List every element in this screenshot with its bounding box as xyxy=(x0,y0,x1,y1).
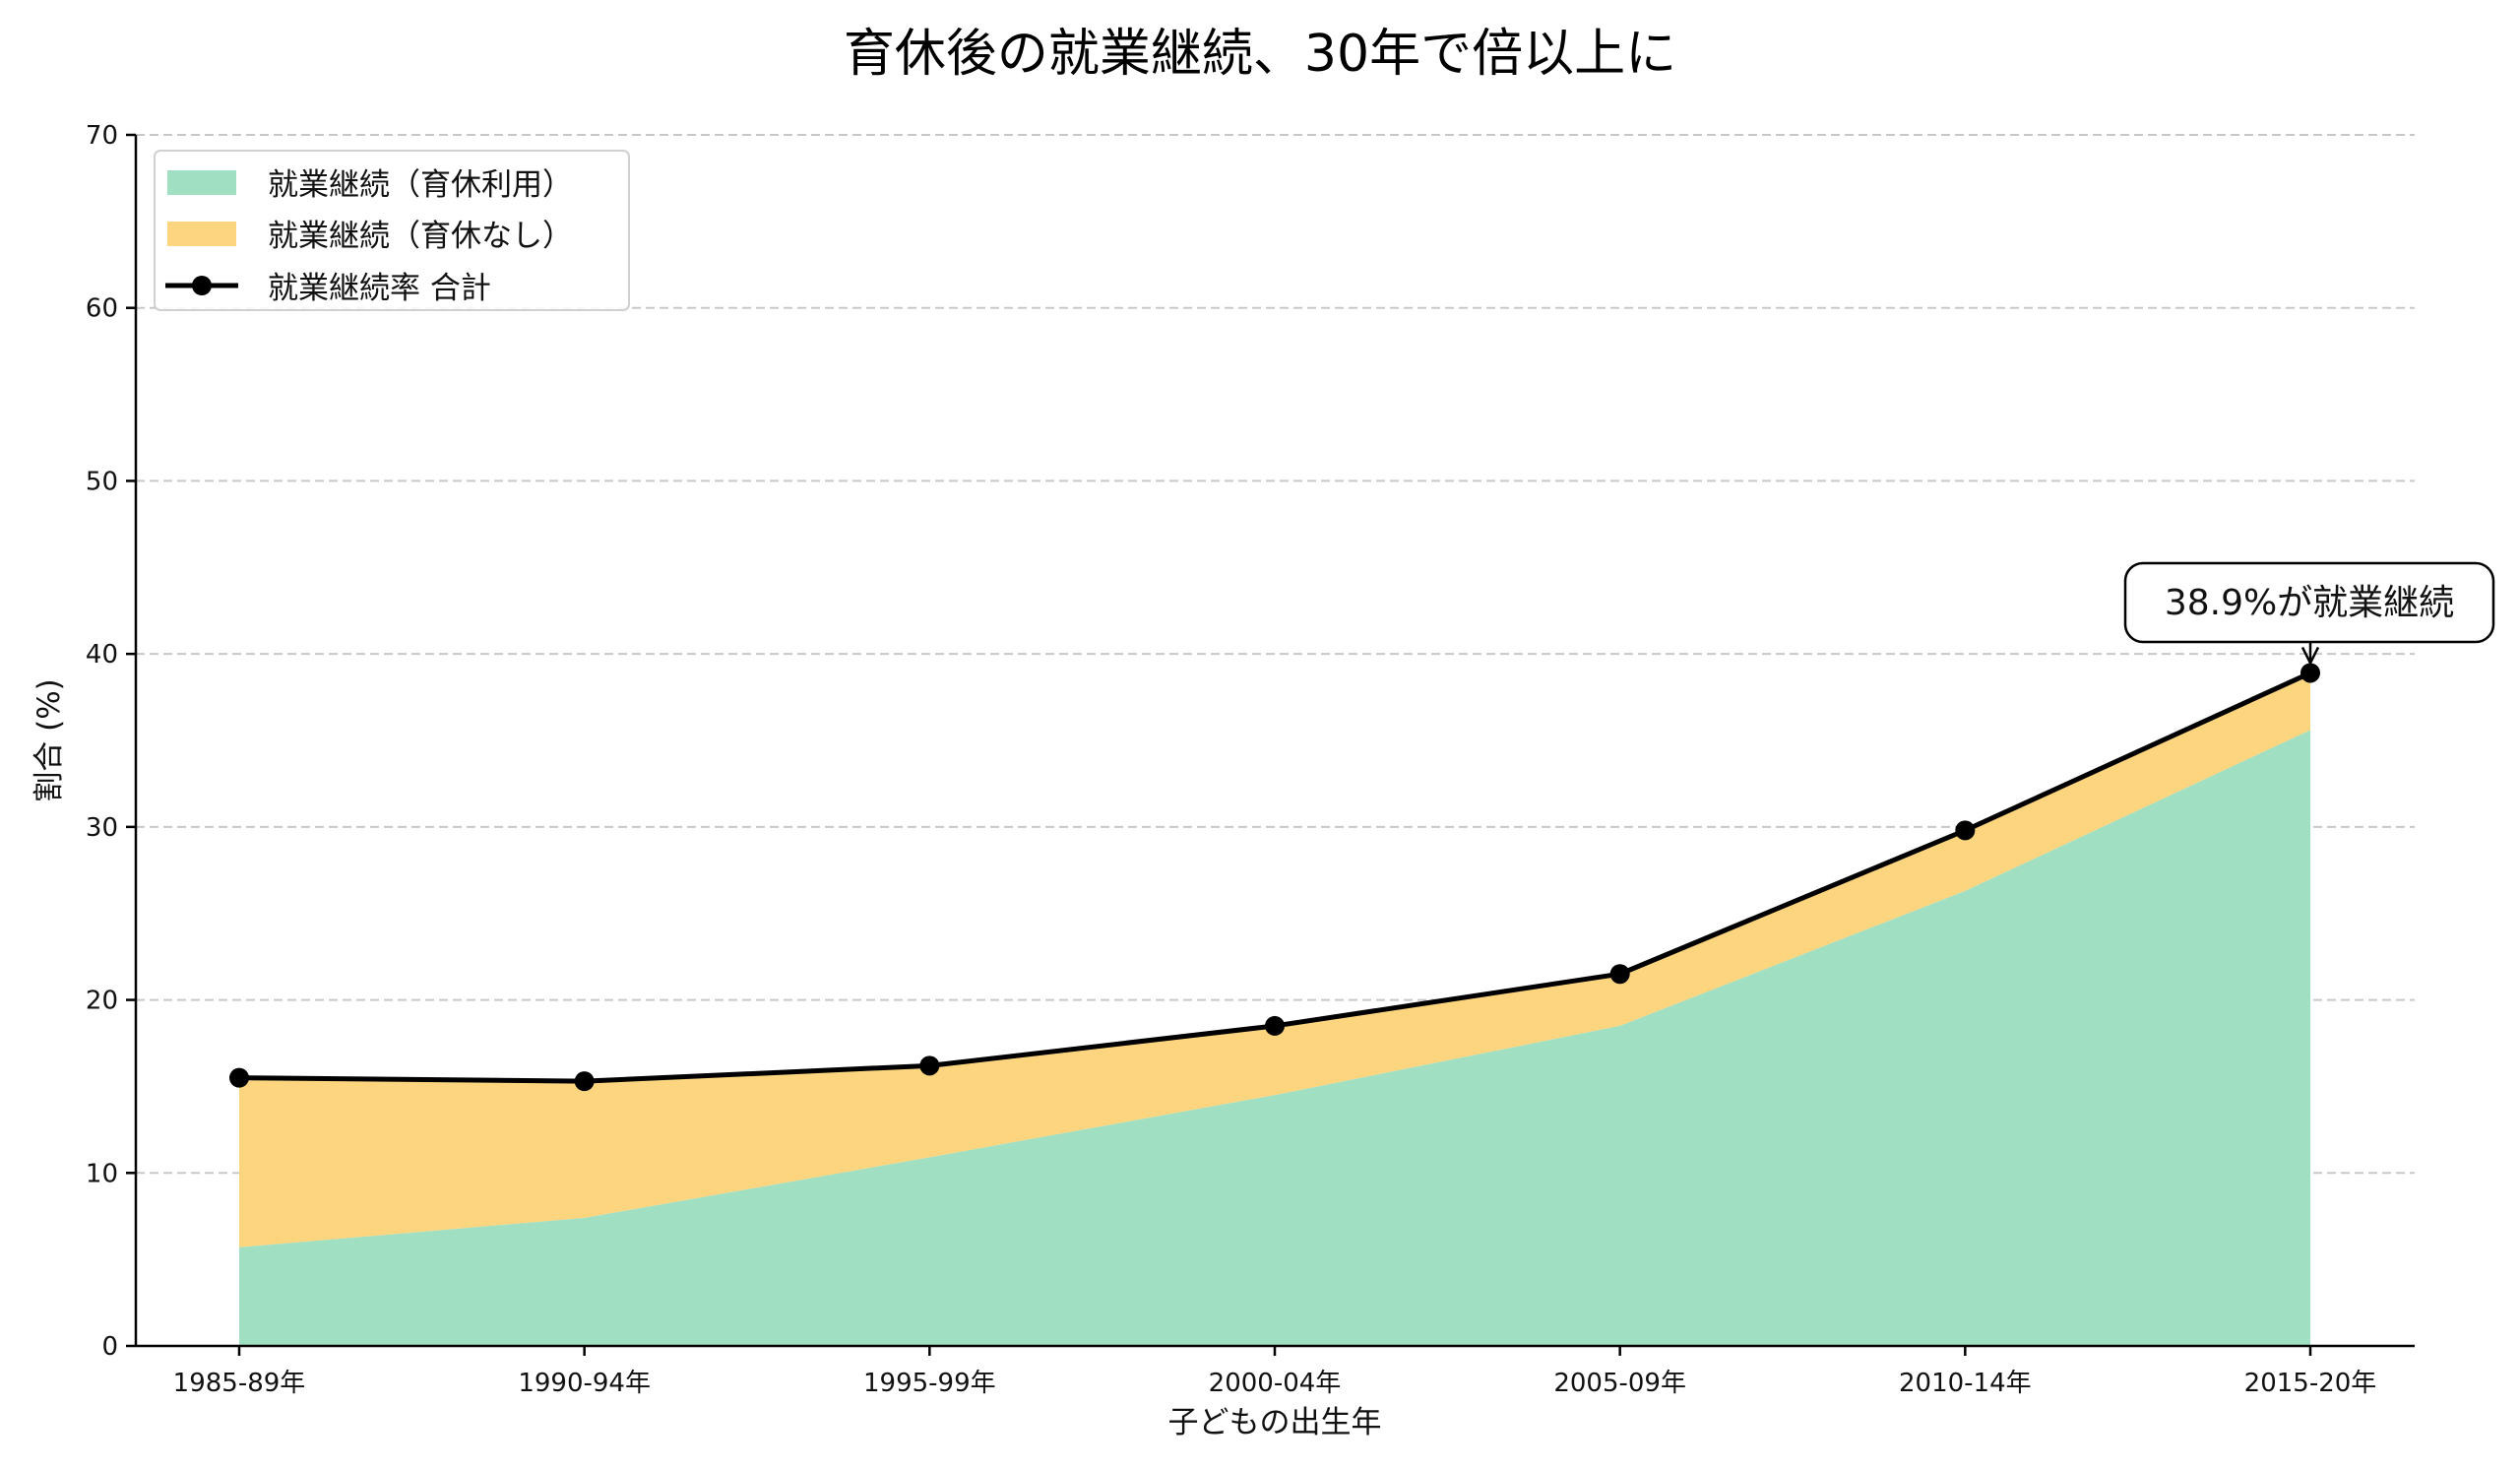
y-tick-label: 70 xyxy=(86,121,118,151)
x-tick-label: 1995-99年 xyxy=(863,1369,996,1398)
legend-swatch-with-leave xyxy=(167,170,236,195)
legend-label: 就業継続（育休なし） xyxy=(268,219,573,254)
area-with-leave xyxy=(239,730,2310,1346)
y-tick-label: 20 xyxy=(86,987,118,1016)
data-point-marker xyxy=(1609,964,1630,985)
x-axis-ticks: 1985-89年 1990-94年 1995-99年 2000-04年 2005-09年… xyxy=(173,1346,2377,1398)
x-axis-label: 子どもの出生年 xyxy=(1168,1405,1382,1440)
data-point-marker xyxy=(229,1067,249,1088)
x-tick-label: 2005-09年 xyxy=(1553,1369,1686,1398)
y-tick-label: 0 xyxy=(101,1332,118,1362)
chart-title: 育休後の就業継続、30年で倍以上に xyxy=(844,25,1676,84)
legend-label: 就業継続率 合計 xyxy=(268,271,491,306)
y-tick-label: 40 xyxy=(86,640,118,670)
data-point-marker xyxy=(574,1071,595,1092)
y-tick-label: 50 xyxy=(86,467,118,496)
legend-label: 就業継続（育休利用） xyxy=(268,167,573,203)
legend-box xyxy=(154,150,630,311)
y-axis-label: 割合 (%) xyxy=(32,678,67,802)
x-tick-label: 1990-94年 xyxy=(518,1369,651,1398)
y-tick-label: 30 xyxy=(86,813,118,843)
legend: 就業継続（育休利用） 就業継続（育休なし） 就業継続率 合計 xyxy=(154,150,630,311)
x-tick-label: 1985-89年 xyxy=(173,1369,306,1398)
legend-marker-icon xyxy=(192,276,212,295)
area-no-leave xyxy=(239,672,2310,1247)
data-point-marker xyxy=(2300,663,2320,683)
x-tick-label: 2010-14年 xyxy=(1899,1369,2032,1398)
total-line xyxy=(229,663,2320,1092)
annotation: 38.9%が就業継続 xyxy=(2123,561,2495,667)
annotation-arrowhead-icon xyxy=(2300,646,2320,667)
x-tick-label: 2015-20年 xyxy=(2244,1369,2377,1398)
data-point-marker xyxy=(1265,1015,1285,1036)
data-point-marker xyxy=(1955,820,1976,841)
x-tick-label: 2000-04年 xyxy=(1209,1369,1342,1398)
data-point-marker xyxy=(919,1055,940,1076)
y-tick-label: 10 xyxy=(86,1159,118,1188)
y-axis-ticks: 0 10 20 30 40 50 60 70 xyxy=(86,121,136,1362)
stacked-areas xyxy=(239,672,2310,1346)
legend-swatch-no-leave xyxy=(167,222,236,246)
y-tick-label: 60 xyxy=(86,294,118,324)
annotation-text: 38.9%が就業継続 xyxy=(2165,583,2454,623)
